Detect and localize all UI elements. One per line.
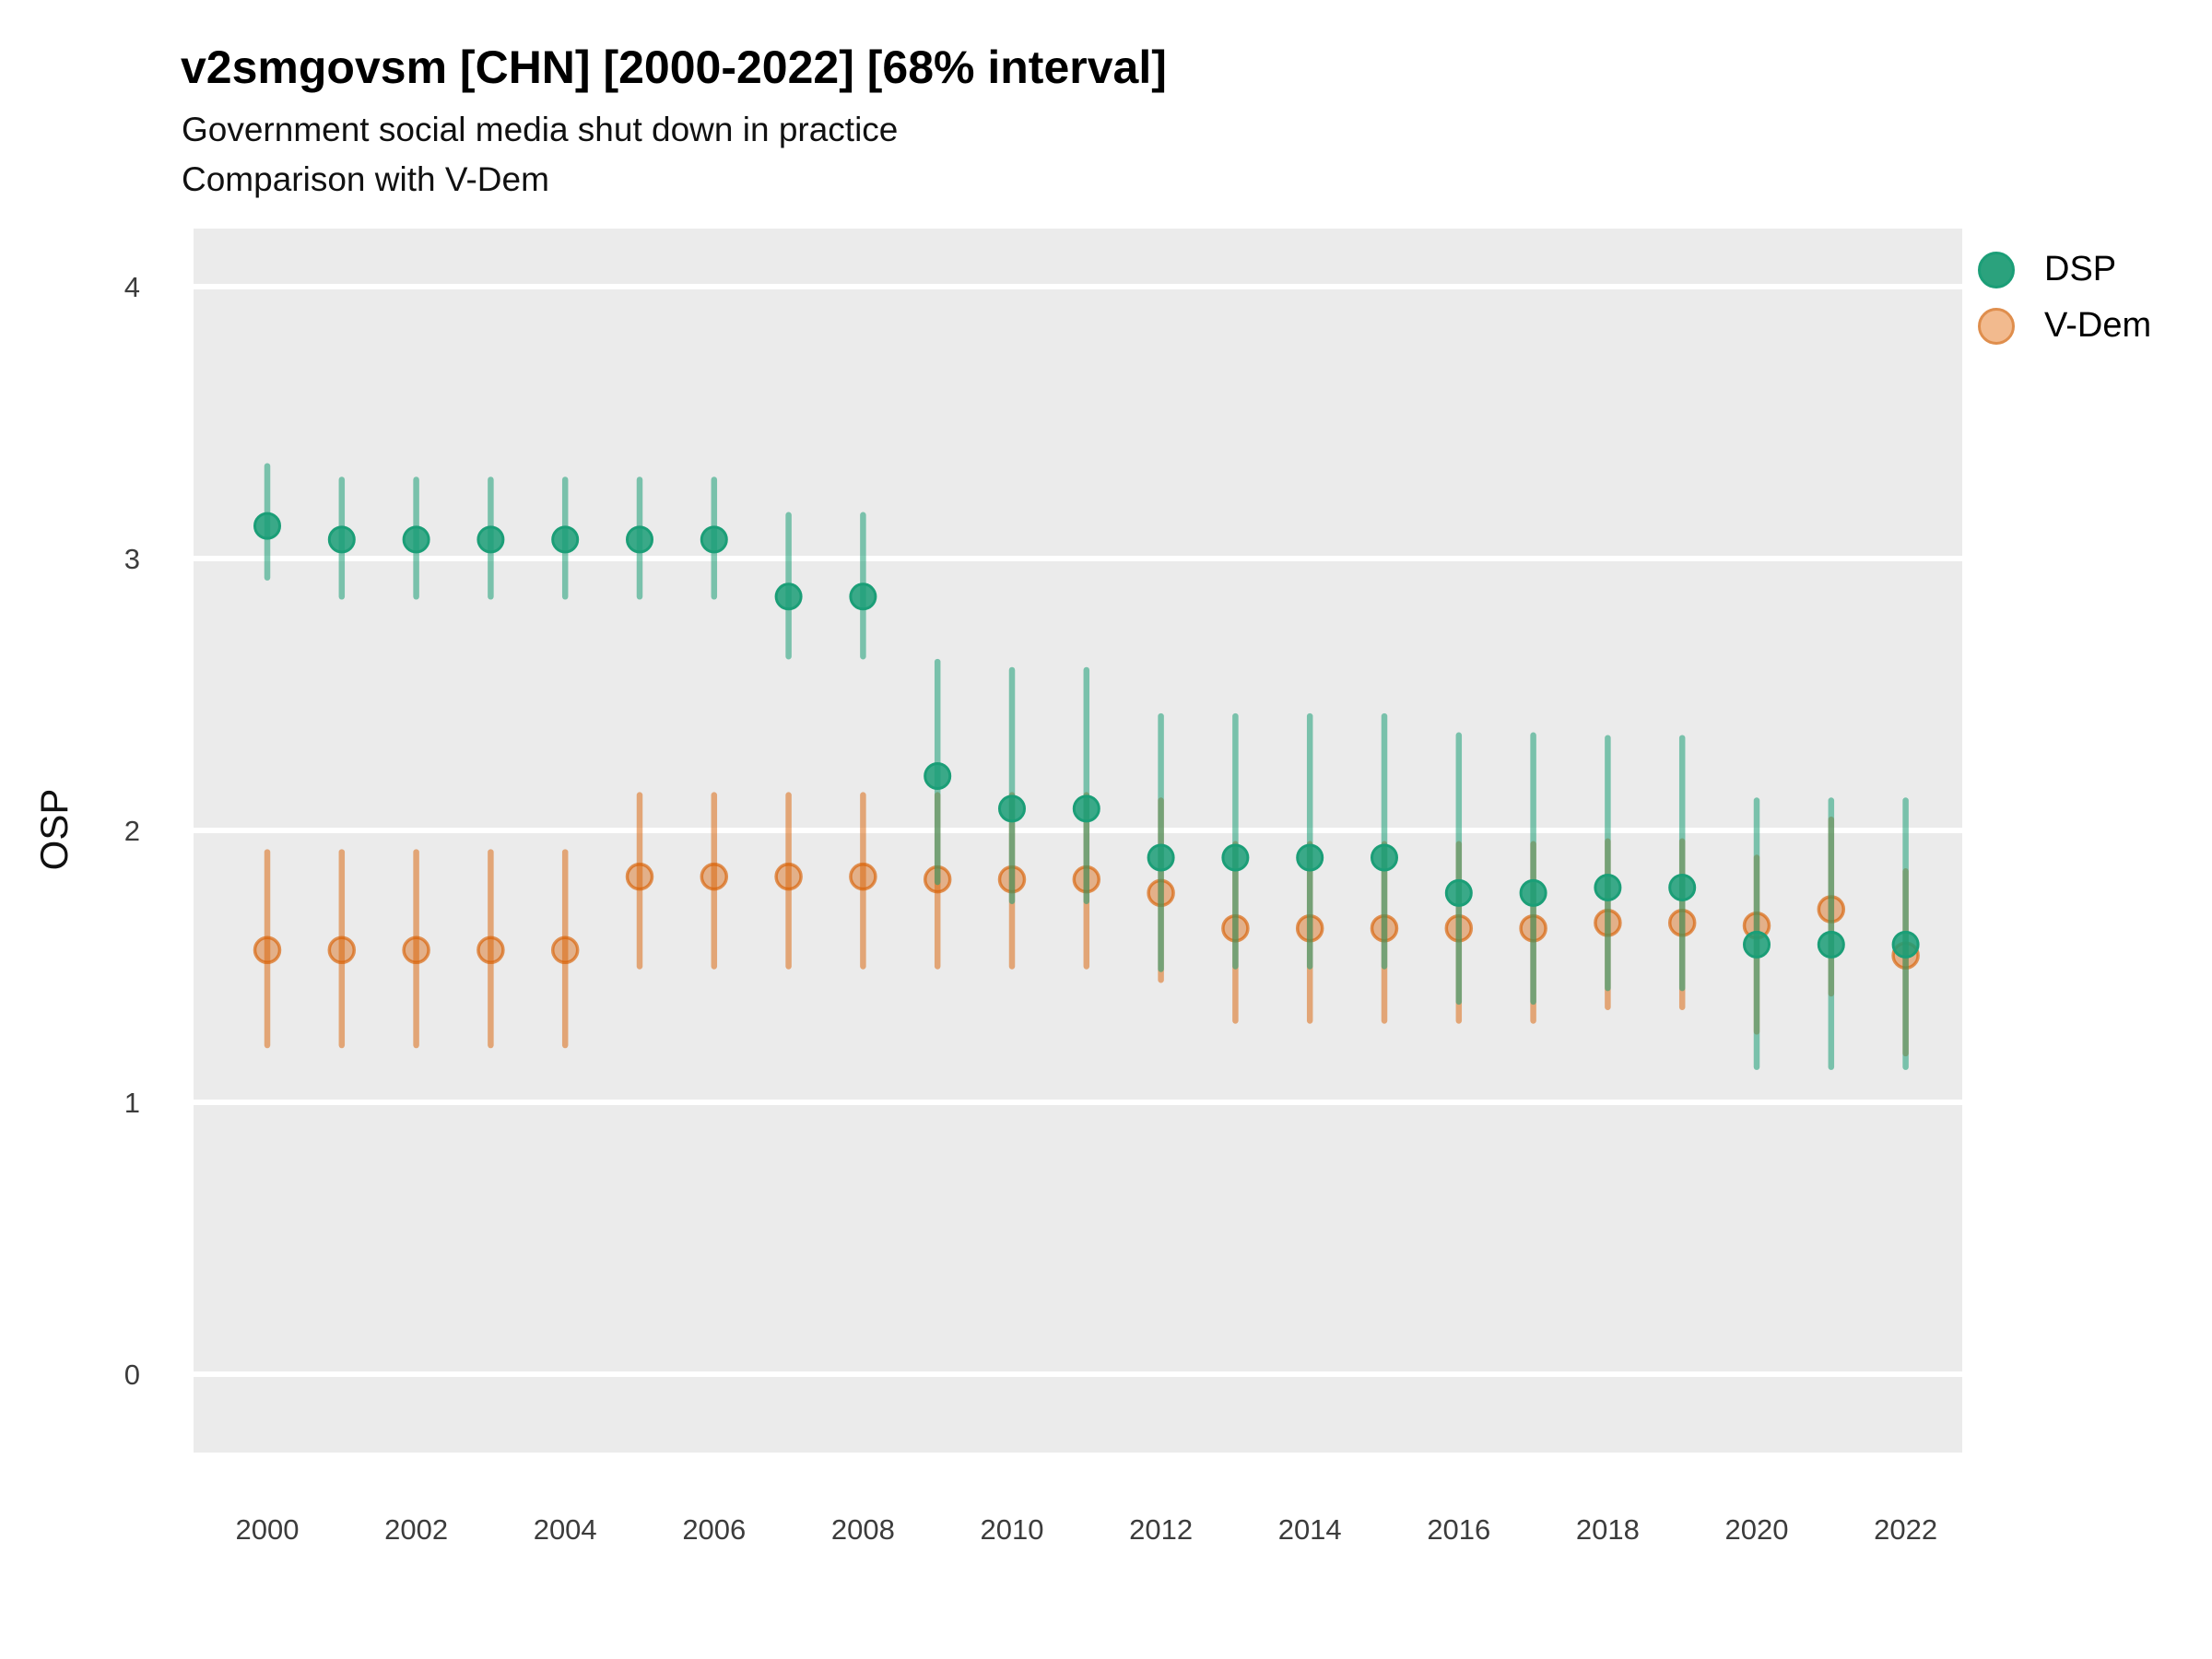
legend: DSP V-Dem <box>1978 241 2151 354</box>
vdem-point-icon <box>1978 307 2015 345</box>
legend-item-vdem: V-Dem <box>1978 298 2151 354</box>
x-axis-tick-labels: 2000 2002 2004 2006 2008 2010 2012 2014 2016 2018… <box>236 1513 1938 1546</box>
legend-label-dsp: DSP <box>2044 250 2117 288</box>
svg-text:2004: 2004 <box>534 1513 597 1546</box>
legend-label-vdem: V-Dem <box>2044 306 2152 345</box>
y-axis-tick-labels: 0 1 2 3 4 <box>124 271 140 1391</box>
svg-text:0: 0 <box>124 1359 140 1391</box>
svg-text:4: 4 <box>124 271 140 303</box>
svg-text:2008: 2008 <box>831 1513 895 1546</box>
svg-text:2002: 2002 <box>384 1513 448 1546</box>
dsp-points <box>253 512 1920 959</box>
svg-text:2022: 2022 <box>1874 1513 1937 1546</box>
svg-text:3: 3 <box>124 543 140 575</box>
svg-text:2016: 2016 <box>1427 1513 1490 1546</box>
svg-text:2006: 2006 <box>682 1513 746 1546</box>
chart-subtitle-line1: Government social media shut down in pra… <box>182 111 899 148</box>
dsp-point-icon <box>1978 251 2015 288</box>
legend-item-dsp: DSP <box>1978 241 2151 298</box>
svg-text:2020: 2020 <box>1725 1513 1789 1546</box>
svg-text:1: 1 <box>124 1087 140 1119</box>
chart-title: v2smgovsm [CHN] [2000-2022] [68% interva… <box>181 41 1167 93</box>
svg-text:2012: 2012 <box>1129 1513 1193 1546</box>
svg-text:2018: 2018 <box>1576 1513 1640 1546</box>
svg-text:2: 2 <box>124 815 140 847</box>
chart-subtitle-line2: Comparison with V-Dem <box>182 160 549 198</box>
plot-panel <box>194 229 1962 1453</box>
svg-text:2014: 2014 <box>1278 1513 1342 1546</box>
svg-text:2010: 2010 <box>981 1513 1044 1546</box>
y-axis-title: OSP <box>32 788 76 871</box>
svg-text:2000: 2000 <box>236 1513 300 1546</box>
